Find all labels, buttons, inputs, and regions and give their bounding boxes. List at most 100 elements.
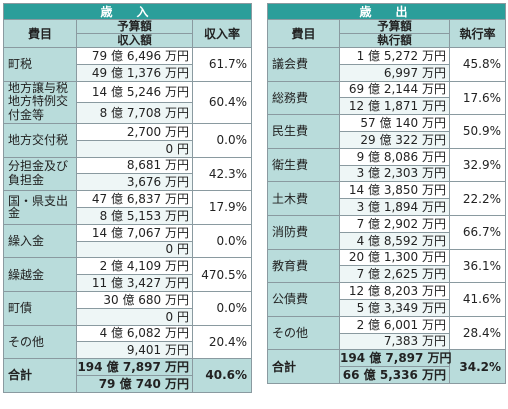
actual-amount: 79 億 740 万円 <box>76 374 193 393</box>
revenue-header-item: 費目 <box>3 19 77 48</box>
actual-amount: 12 億 1,871 万円 <box>339 97 450 116</box>
item-name: 民生費 <box>267 114 340 149</box>
budget-amount: 8,681 万円 <box>76 156 193 175</box>
rate-value: 34.2% <box>448 349 507 384</box>
table-row: その他 4 億 6,082 万円 20.4% <box>3 324 253 360</box>
rate-value: 0.0% <box>191 223 253 259</box>
rate-value: 32.9% <box>448 147 507 183</box>
budget-amount: 47 億 6,837 万円 <box>76 190 193 208</box>
actual-amount: 7 億 2,625 万円 <box>339 265 450 284</box>
table-row: 公債費 12 億 8,203 万円 41.6% <box>267 282 507 317</box>
item-name: 繰越金 <box>3 257 77 292</box>
actual-amount: 11 億 3,427 万円 <box>76 274 193 292</box>
total-label: 合計 <box>3 358 77 393</box>
budget-amount: 14 億 5,246 万円 <box>76 80 193 103</box>
revenue-table: 歳 入 費目 予算額 収入率 収入額 町税 79 億 6,496 万円 61.7% 4… <box>2 3 253 393</box>
actual-amount: 49 億 1,376 万円 <box>76 63 193 82</box>
budget-amount: 20 億 1,300 万円 <box>339 248 450 267</box>
item-name: 繰入金 <box>3 223 77 259</box>
item-name: その他 <box>267 315 340 351</box>
actual-amount: 3 億 2,303 万円 <box>339 164 450 183</box>
table-row-actual: 9,401 万円 <box>4 341 252 360</box>
rate-value: 36.1% <box>448 248 507 284</box>
rate-value: 40.6% <box>191 358 253 393</box>
table-row: 町債 30 億 680 万円 0.0% <box>3 290 253 326</box>
table-row: 地方交付税 2,700 万円 0.0% <box>3 122 253 158</box>
rate-value: 28.4% <box>448 315 507 351</box>
budget-amount: 7 億 2,902 万円 <box>339 214 450 233</box>
actual-amount: 9,401 万円 <box>76 341 193 360</box>
item-name: 議会費 <box>267 47 340 82</box>
expenditure-header-actual: 執行額 <box>339 33 450 48</box>
actual-amount: 3,676 万円 <box>76 173 193 192</box>
rate-value: 20.4% <box>191 324 253 360</box>
revenue-header-budget: 予算額 <box>76 19 193 34</box>
revenue-header-rate: 収入率 <box>191 19 253 48</box>
item-name: 総務費 <box>267 80 340 116</box>
budget-amount: 4 億 6,082 万円 <box>76 324 193 343</box>
actual-amount: 0 円 <box>76 307 193 326</box>
table-row: 町税 79 億 6,496 万円 61.7% <box>3 47 253 82</box>
expenditure-title: 歳 出 <box>266 3 507 20</box>
actual-amount: 66 億 5,336 万円 <box>339 366 450 384</box>
item-name: 町税 <box>3 47 77 82</box>
revenue-header-actual: 収入額 <box>76 33 193 48</box>
table-row-actual: 11 億 3,427 万円 <box>4 274 252 292</box>
rate-value: 17.6% <box>448 80 507 116</box>
table-row-actual: 49 億 1,376 万円 <box>4 63 252 82</box>
total-row-actual: 79 億 740 万円 <box>4 374 252 393</box>
table-row: 衛生費 9 億 8,086 万円 32.9% <box>267 147 507 183</box>
item-name: 国・県支出金 <box>3 190 77 225</box>
item-name: 地方交付税 <box>3 122 77 158</box>
table-row: 議会費 1 億 5,272 万円 45.8% <box>267 47 507 82</box>
budget-amount: 1 億 5,272 万円 <box>339 47 450 65</box>
budget-amount: 69 億 2,144 万円 <box>339 80 450 99</box>
expenditure-table: 歳 出 費目 予算額 執行率 執行額 議会費 1 億 5,272 万円 45.8% 6… <box>266 3 507 384</box>
table-row-actual: 8 億 5,153 万円 <box>4 206 252 225</box>
table-row: 分担金及び 負担金 8,681 万円 42.3% <box>3 156 253 192</box>
actual-amount: 3 億 1,894 万円 <box>339 198 450 216</box>
table-row-actual: 8 億 7,708 万円 <box>4 101 252 124</box>
budget-amount: 14 億 7,067 万円 <box>76 223 193 242</box>
item-name: 町債 <box>3 290 77 326</box>
budget-amount: 79 億 6,496 万円 <box>76 47 193 65</box>
actual-amount: 0 円 <box>76 139 193 158</box>
table-row-actual: 7,383 万円 <box>268 332 506 351</box>
item-name: 公債費 <box>267 282 340 317</box>
budget-amount: 9 億 8,086 万円 <box>339 147 450 166</box>
actual-amount: 29 億 322 万円 <box>339 130 450 149</box>
table-row: 繰越金 2 億 4,109 万円 470.5% <box>3 257 253 292</box>
rate-value: 470.5% <box>191 257 253 292</box>
rate-value: 17.9% <box>191 190 253 225</box>
total-label: 合計 <box>267 349 340 384</box>
table-row: 教育費 20 億 1,300 万円 36.1% <box>267 248 507 284</box>
revenue-title: 歳 入 <box>2 3 253 20</box>
table-row: 総務費 69 億 2,144 万円 17.6% <box>267 80 507 116</box>
total-row-actual: 66 億 5,336 万円 <box>268 366 506 384</box>
table-row: 国・県支出金 47 億 6,837 万円 17.9% <box>3 190 253 225</box>
budget-amount: 30 億 680 万円 <box>76 290 193 309</box>
item-name: 地方譲与税 地方特例交 付金等 <box>3 80 77 124</box>
rate-value: 45.8% <box>448 47 507 82</box>
rate-value: 22.2% <box>448 181 507 216</box>
item-name: 教育費 <box>267 248 340 284</box>
table-row: その他 2 億 6,001 万円 28.4% <box>267 315 507 351</box>
budget-amount: 2 億 4,109 万円 <box>76 257 193 276</box>
table-row-actual: 3,676 万円 <box>4 173 252 192</box>
rate-value: 60.4% <box>191 80 253 124</box>
table-row-actual: 4 億 8,592 万円 <box>268 231 506 250</box>
actual-amount: 0 円 <box>76 240 193 259</box>
rate-value: 42.3% <box>191 156 253 192</box>
table-row: 地方譲与税 地方特例交 付金等 14 億 5,246 万円 60.4% <box>3 80 253 124</box>
budget-amount: 2,700 万円 <box>76 122 193 141</box>
item-name: 分担金及び 負担金 <box>3 156 77 192</box>
table-row: 消防費 7 億 2,902 万円 66.7% <box>267 214 507 250</box>
table-row: 土木費 14 億 3,850 万円 22.2% <box>267 181 507 216</box>
item-name: その他 <box>3 324 77 360</box>
rate-value: 0.0% <box>191 290 253 326</box>
table-row-actual: 12 億 1,871 万円 <box>268 97 506 116</box>
budget-amount: 12 億 8,203 万円 <box>339 282 450 300</box>
actual-amount: 8 億 5,153 万円 <box>76 206 193 225</box>
expenditure-header-rate: 執行率 <box>448 19 507 48</box>
item-name: 土木費 <box>267 181 340 216</box>
